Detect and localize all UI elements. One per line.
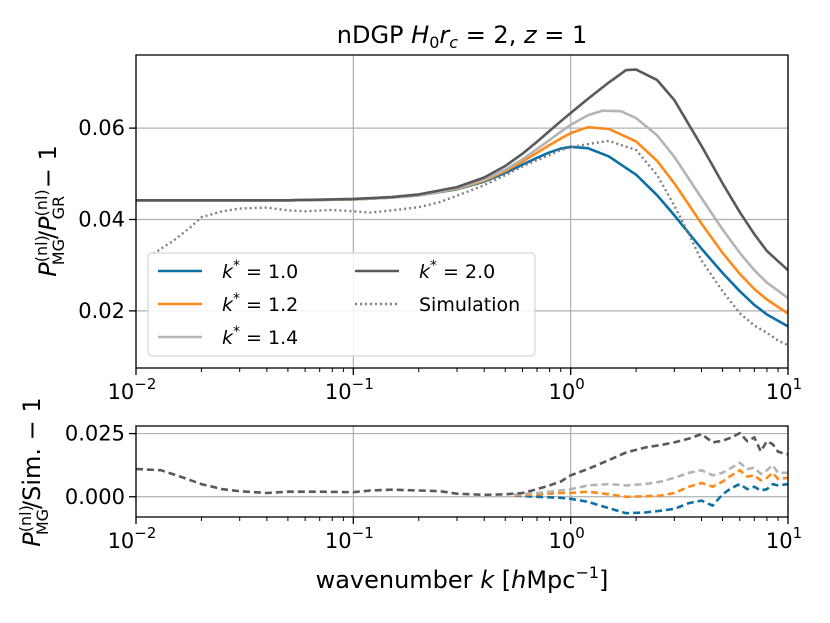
top-series-k-2-0 [136, 68, 788, 272]
legend-label: k* = 1.0 [222, 258, 298, 283]
bottom-series-k-1-2 [514, 468, 788, 499]
bottom-series-group [136, 431, 788, 515]
bottom-xtick-label: 101 [766, 524, 802, 553]
bottom-series-k-2-0 [136, 431, 788, 497]
bottom-xtick-label: 10−2 [108, 524, 157, 553]
top-axes-frame [135, 54, 789, 369]
top-ticks: 10−2 10−1 100 101 0.02 0.04 0.06 [78, 116, 802, 404]
bottom-ticks: 10−2 10−1 100 101 0.000 0.025 [65, 422, 802, 553]
bottom-series-k-1-4 [514, 461, 788, 497]
top-ytick-label: 0.02 [78, 299, 125, 323]
top-xtick-label: 100 [549, 375, 585, 404]
bottom-ytick-label: 0.025 [65, 422, 125, 446]
top-series-simulation [152, 139, 788, 347]
top-ytick-label: 0.04 [78, 207, 125, 231]
top-ytick-label: 0.06 [78, 116, 125, 140]
top-xtick-label: 101 [766, 375, 802, 404]
legend-label: k* = 2.0 [419, 258, 495, 283]
bottom-xlabel: wavenumber k [hMpc−1] [316, 563, 609, 594]
chart-title: nDGP H0rc = 2, z = 1 [337, 21, 587, 52]
legend-label: Simulation [419, 294, 520, 316]
top-ylabel: P(nl)MG/P(nl)GR − 1 [32, 145, 68, 277]
top-legend: k* = 1.0 k* = 1.2 k* = 1.4 k* = 2.0 Simulati… [147, 252, 536, 357]
bottom-xtick-label: 100 [549, 524, 585, 553]
bottom-ylabel: P(nl)MG/Sim. − 1 [16, 397, 52, 546]
bottom-ytick-label: 0.000 [65, 485, 125, 509]
bottom-xtick-label: 10−1 [325, 524, 374, 553]
legend-label: k* = 1.4 [222, 324, 298, 349]
bottom-series-k-1-0 [514, 482, 788, 515]
top-series-group [136, 68, 788, 347]
legend-label: k* = 1.2 [222, 291, 298, 316]
legend-box [147, 252, 536, 357]
bottom-axes-frame [135, 425, 789, 518]
top-xtick-label: 10−1 [325, 375, 374, 404]
top-xtick-label: 10−2 [108, 375, 157, 404]
